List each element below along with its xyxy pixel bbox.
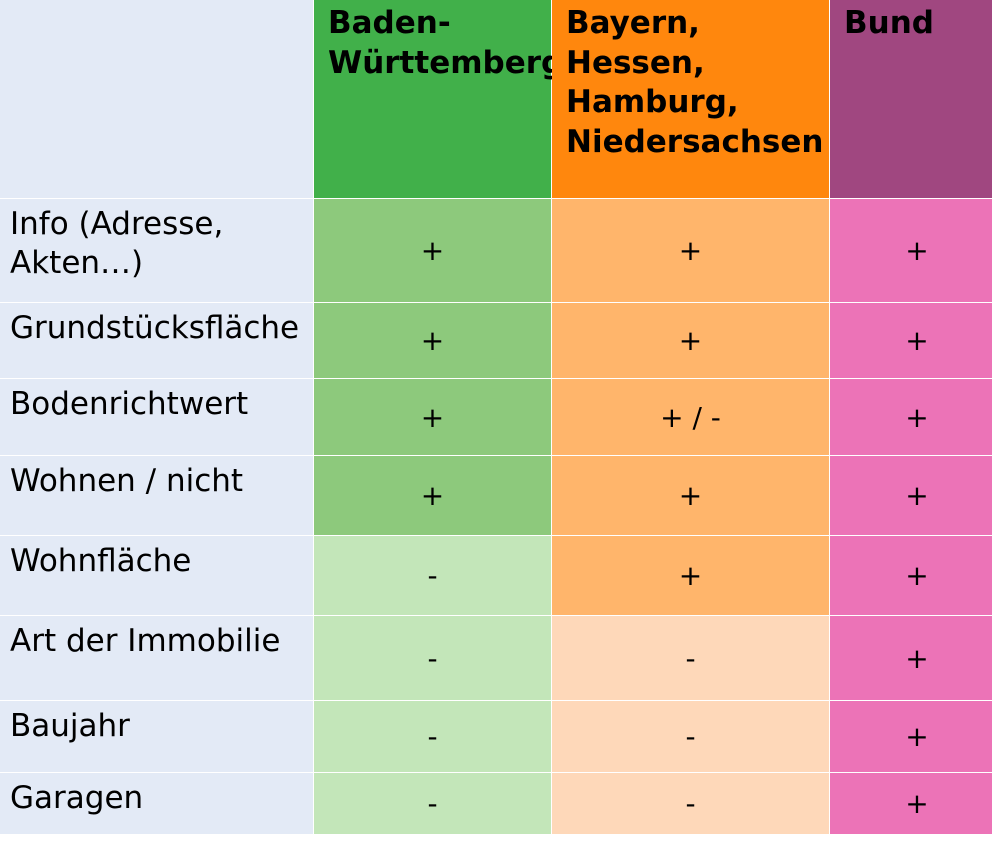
cell-bund: + [830, 773, 992, 834]
cell-bw: + [314, 379, 552, 456]
header-corner [0, 0, 314, 199]
row-label: Baujahr [0, 701, 314, 773]
cell-bund: + [830, 199, 992, 303]
cell-bw: + [314, 303, 552, 379]
cell-bund: + [830, 616, 992, 701]
cell-bw: - [314, 773, 552, 834]
cell-bund: + [830, 701, 992, 773]
cell-bund: + [830, 303, 992, 379]
cell-by: + / - [552, 379, 830, 456]
cell-bund: + [830, 536, 992, 616]
cell-by: + [552, 303, 830, 379]
cell-bw: - [314, 536, 552, 616]
cell-bw: + [314, 456, 552, 536]
cell-bund: + [830, 379, 992, 456]
row-label: Garagen [0, 773, 314, 834]
row-label: Grundstücksfläche [0, 303, 314, 379]
cell-by: - [552, 616, 830, 701]
row-label: Info (Adresse, Akten…) [0, 199, 314, 303]
row-label: Bodenrichtwert [0, 379, 314, 456]
cell-bund: + [830, 456, 992, 536]
header-bund: Bund [830, 0, 992, 199]
header-baden-wuerttemberg: Baden- Württemberg [314, 0, 563, 199]
cell-by: - [552, 701, 830, 773]
row-label: Wohnen / nicht [0, 456, 314, 536]
cell-bw: - [314, 701, 552, 773]
cell-by: + [552, 536, 830, 616]
cell-by: + [552, 199, 830, 303]
row-label: Art der Immobilie [0, 616, 314, 701]
header-bayern-hessen-hamburg-niedersachsen: Bayern, Hessen, Hamburg, Niedersachsen [552, 0, 830, 199]
row-label: Wohnfläche [0, 536, 314, 616]
cell-by: + [552, 456, 830, 536]
cell-bw: - [314, 616, 552, 701]
cell-by: - [552, 773, 830, 834]
cell-bw: + [314, 199, 552, 303]
